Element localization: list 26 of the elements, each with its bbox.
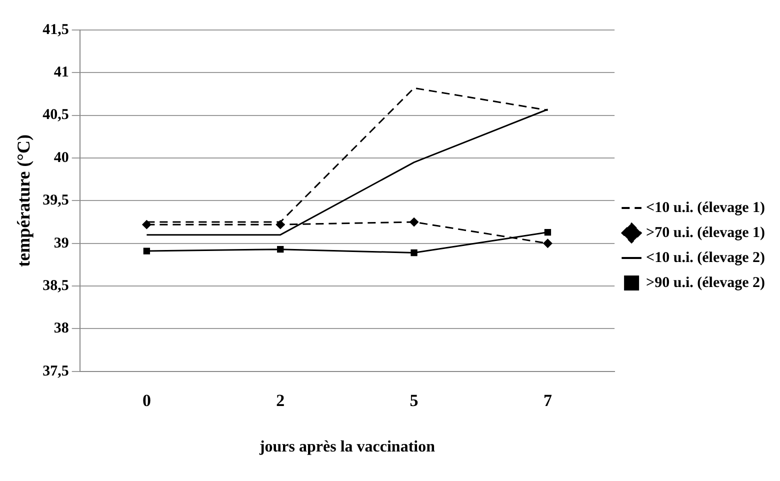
point	[143, 248, 150, 254]
x-axis-title: jours après la vaccination	[258, 438, 436, 456]
x-tick-label: 2	[276, 390, 285, 410]
point	[410, 218, 419, 227]
y-tick-label: 40	[54, 150, 69, 166]
point	[410, 249, 418, 256]
point	[277, 246, 284, 253]
point	[544, 228, 552, 236]
y-tick-label: 38,5	[42, 278, 69, 294]
x-tick-label: 5	[410, 390, 418, 410]
legend-label: >90 u.i. (élevage 2)	[646, 274, 766, 291]
legend-label: <10 u.i. (élevage 1)	[646, 200, 766, 216]
y-tick-label: 37,5	[42, 363, 69, 380]
legend-label: <10 u.i. (élevage 2)	[646, 250, 766, 266]
y-tick-label: 38	[54, 320, 69, 337]
x-tick-label: 0	[142, 390, 151, 410]
y-tick-label: 41,5	[42, 22, 69, 38]
y-tick-label: 41	[54, 64, 69, 81]
y-tick-label: 40,5	[42, 107, 69, 124]
point	[543, 238, 552, 248]
y-tick-label: 39,5	[42, 192, 69, 209]
y-axis-title: température (°C)	[13, 134, 34, 267]
point	[142, 220, 152, 230]
legend-label: >70 u.i. (élevage 1)	[646, 224, 766, 241]
x-tick-label: 7	[543, 390, 552, 410]
y-tick-label: 39	[54, 235, 69, 252]
